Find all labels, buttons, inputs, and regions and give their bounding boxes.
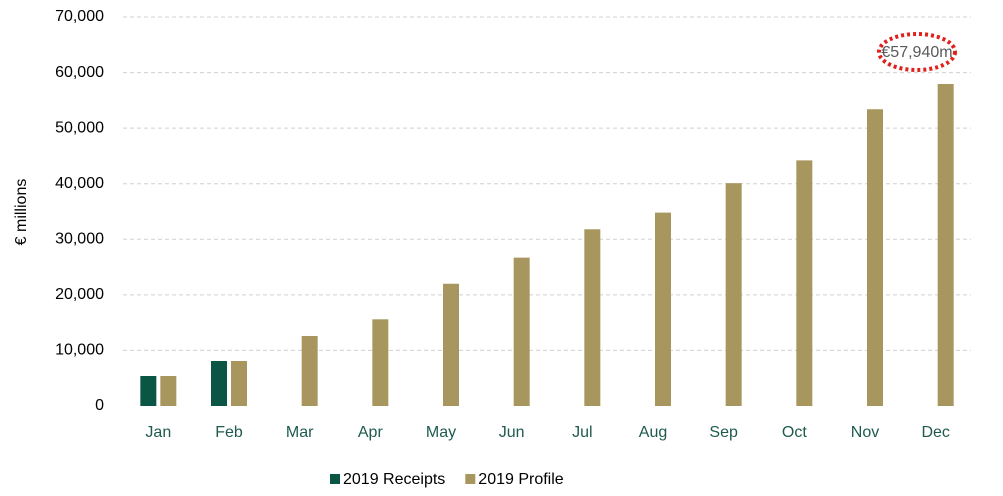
bar [796, 160, 813, 406]
x-tick-label: Oct [782, 424, 807, 441]
legend-swatch [465, 474, 476, 484]
bar [867, 109, 883, 407]
bar [584, 229, 601, 406]
legend-label: 2019 Profile [478, 471, 563, 488]
bar [513, 257, 530, 406]
bar [655, 212, 671, 406]
bar [443, 283, 459, 406]
annotation-circle [877, 32, 957, 72]
bar [301, 335, 318, 406]
y-axis-label: € millions [13, 179, 30, 246]
y-tick-label: 60,000 [55, 64, 104, 81]
bar [937, 84, 954, 407]
y-tick-label: 0 [95, 397, 104, 414]
legend-label: 2019 Receipts [343, 471, 445, 488]
bar [725, 183, 742, 406]
x-tick-label: Nov [851, 424, 879, 441]
x-tick-label: Jul [572, 424, 592, 441]
y-tick-label: 50,000 [55, 119, 104, 136]
y-tick-label: 20,000 [55, 286, 104, 303]
x-tick-label: Jan [145, 424, 171, 441]
x-tick-label: May [426, 424, 456, 441]
annotation: €57,940m [881, 44, 952, 61]
x-tick-label: Apr [358, 424, 384, 441]
x-tick-label: Sep [709, 424, 738, 441]
x-tick-label: Dec [921, 424, 949, 441]
bar [160, 375, 177, 406]
bar [211, 360, 227, 406]
bar [231, 360, 247, 406]
x-tick-label: Feb [215, 424, 243, 441]
y-tick-label: 70,000 [55, 8, 104, 25]
x-tick-label: Mar [286, 424, 314, 441]
y-tick-label: 10,000 [55, 342, 104, 359]
x-tick-label: Jun [499, 424, 525, 441]
x-tick-label: Aug [639, 424, 667, 441]
bar [140, 375, 157, 406]
y-tick-label: 40,000 [55, 175, 104, 192]
legend-swatch [330, 474, 340, 484]
y-tick-label: 30,000 [55, 231, 104, 248]
bar [372, 319, 389, 406]
